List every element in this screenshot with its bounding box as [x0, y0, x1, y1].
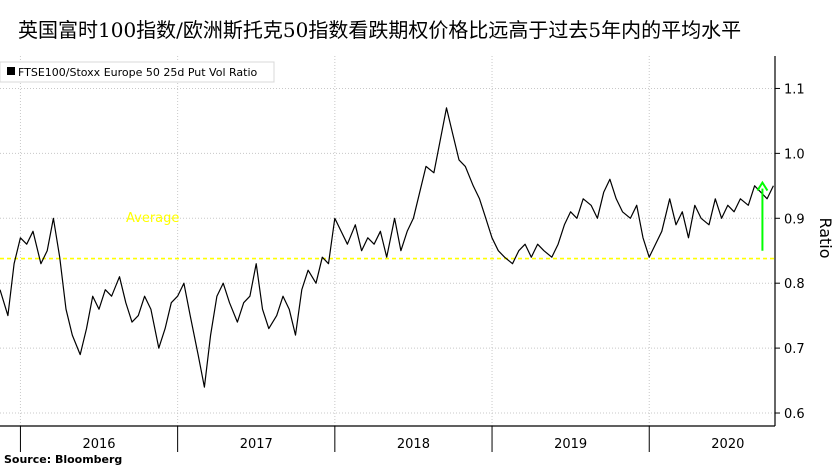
- x-tick-label: 2018: [397, 437, 430, 452]
- legend-marker: [7, 67, 15, 75]
- plot-area: [0, 56, 775, 426]
- legend: FTSE100/Stoxx Europe 50 25d Put Vol Rati…: [0, 61, 275, 83]
- y-axis: 0.6 0.7 0.8 0.9 1.0 1.1: [775, 82, 805, 422]
- average-label: Average: [126, 211, 179, 226]
- increase-arrow-head: [756, 180, 769, 192]
- source-note: Source: Bloomberg: [4, 453, 123, 466]
- y-tick-label: 0.8: [784, 277, 805, 292]
- arrow-layer: [756, 180, 769, 251]
- y-tick-label: 0.9: [784, 212, 805, 227]
- y-axis-label: Ratio: [816, 217, 835, 258]
- y-tick-label: 1.0: [784, 147, 805, 162]
- average-layer: Average: [0, 211, 775, 260]
- x-tick-label: 2020: [711, 437, 744, 452]
- chart-headline: 英国富时100指数/欧洲斯托克50指数看跌期权价格比远高于过去5年内的平均水平: [18, 18, 742, 42]
- grid: [0, 56, 775, 426]
- legend-box: [0, 61, 275, 83]
- y-tick-label: 1.1: [784, 82, 805, 97]
- x-tick-label: 2017: [240, 437, 273, 452]
- legend-label: FTSE100/Stoxx Europe 50 25d Put Vol Rati…: [18, 66, 258, 79]
- y-tick-label: 0.7: [784, 342, 805, 357]
- x-axis: 2016 2017 2018 2019 2020: [19, 426, 744, 452]
- series-layer: [0, 107, 774, 388]
- x-tick-label: 2016: [82, 437, 115, 452]
- series-line: [0, 107, 774, 388]
- y-tick-label: 0.6: [784, 407, 805, 422]
- x-tick-label: 2019: [554, 437, 587, 452]
